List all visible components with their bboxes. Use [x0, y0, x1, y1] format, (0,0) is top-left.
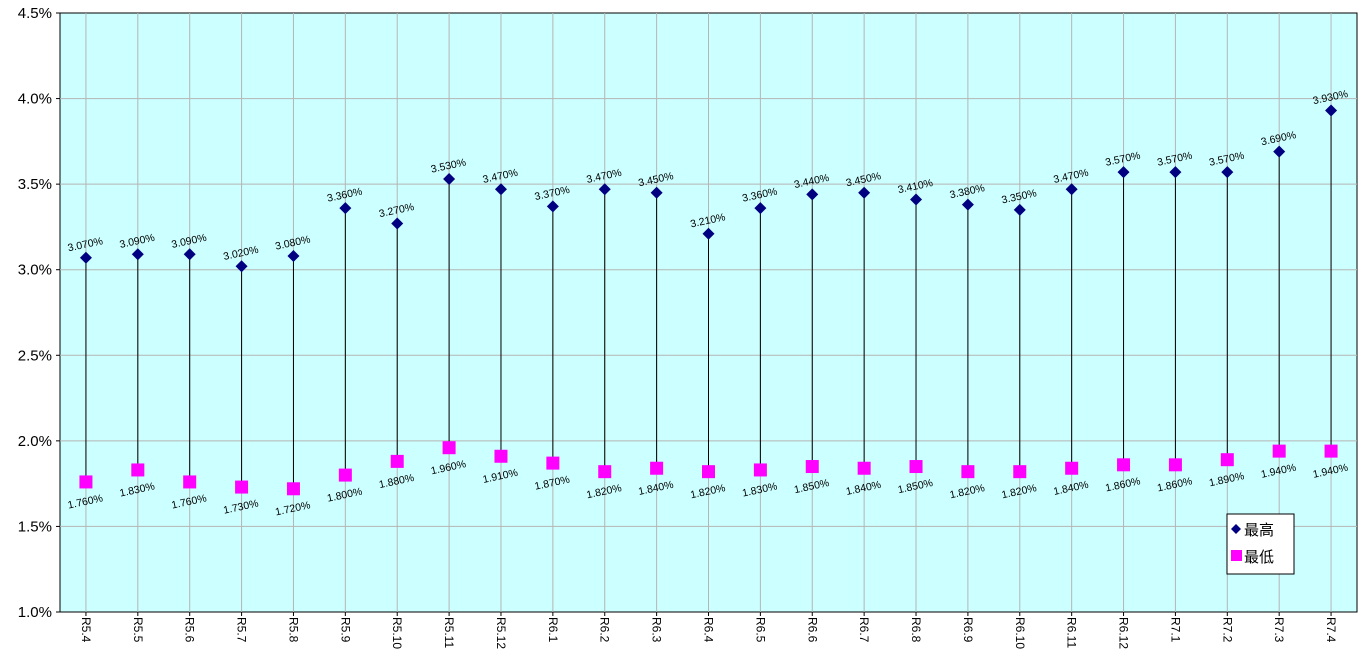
x-tick-label: R6.10 [1013, 617, 1027, 649]
x-tick-label: R6.2 [598, 617, 612, 643]
x-tick-label: R6.8 [909, 617, 923, 643]
high-low-lines [85, 110, 1332, 489]
x-tick-label: R7.2 [1220, 617, 1234, 643]
x-tick-label: R7.3 [1272, 617, 1286, 643]
high-marker [1117, 166, 1130, 179]
high-marker [598, 183, 611, 196]
legend-high-marker [1231, 524, 1241, 534]
low-marker [79, 475, 93, 489]
x-tick-label: R6.12 [1117, 617, 1131, 649]
x-tick-label: R5.4 [79, 617, 93, 643]
x-axis: R5.4 R5.5 R5.6 R5.7 R5.8 R5.9 R5.10 R5.11 R5.12 R… [79, 612, 1338, 649]
y-tick-label: 1.0% [18, 604, 52, 621]
low-marker [805, 460, 819, 474]
x-tick-label: R7.1 [1168, 617, 1182, 643]
x-tick-label: R5.10 [390, 617, 404, 649]
y-tick-label: 3.0% [18, 262, 52, 279]
y-tick-label: 2.5% [18, 347, 52, 364]
x-tick-label: R5.11 [442, 617, 456, 648]
high-marker [858, 186, 871, 199]
legend-high-label: 最高 [1244, 522, 1274, 539]
x-tick-label: R6.9 [961, 617, 975, 643]
low-marker [1117, 458, 1131, 472]
low-marker [1013, 465, 1027, 479]
low-marker [598, 465, 612, 479]
high-marker [235, 260, 248, 273]
x-tick-label: R5.8 [286, 617, 300, 643]
x-tick-label: R5.12 [494, 617, 508, 649]
high-marker [754, 202, 767, 215]
x-tick-label: R7.4 [1324, 617, 1338, 643]
x-tick-label: R5.7 [235, 617, 249, 643]
low-marker [131, 463, 145, 477]
low-marker [961, 465, 975, 479]
legend-low-marker [1231, 550, 1242, 561]
low-marker [1168, 458, 1182, 472]
x-tick-label: R6.5 [753, 617, 767, 643]
high-marker [339, 202, 352, 215]
high-marker [1169, 166, 1182, 179]
low-marker [1272, 444, 1286, 458]
low-marker [235, 480, 249, 494]
high-marker [650, 186, 663, 199]
high-marker [702, 227, 715, 240]
x-tick-label: R6.1 [546, 617, 560, 643]
legend-low-label: 最低 [1244, 549, 1274, 566]
y-axis: 1.0% 1.5% 2.0% 2.5% 3.0% 3.5% 4.0% 4.5% [18, 5, 60, 621]
y-tick-label: 4.0% [18, 91, 52, 108]
high-marker [131, 248, 144, 261]
high-marker [183, 248, 196, 261]
low-marker [442, 441, 456, 455]
high-marker [443, 173, 456, 186]
y-tick-label: 1.5% [18, 518, 52, 535]
high-marker [546, 200, 559, 213]
high-marker [1273, 145, 1286, 158]
y-tick-label: 3.5% [18, 176, 52, 193]
low-marker [1220, 453, 1234, 467]
high-marker [1325, 104, 1338, 117]
low-marker [183, 475, 197, 489]
low-marker [857, 461, 871, 475]
high-marker [494, 183, 507, 196]
high-marker [806, 188, 819, 201]
high-marker [1221, 166, 1234, 179]
high-marker [79, 251, 92, 264]
x-tick-label: R6.3 [650, 617, 664, 643]
low-marker [546, 456, 560, 470]
high-marker [1013, 203, 1026, 216]
low-marker [1065, 461, 1079, 475]
high-marker [1065, 183, 1078, 196]
high-marker [910, 193, 923, 206]
high-marker [391, 217, 404, 230]
low-marker [753, 463, 767, 477]
low-marker [702, 465, 715, 479]
low-marker [494, 449, 508, 463]
low-marker [909, 460, 923, 474]
x-tick-label: R5.5 [131, 617, 145, 643]
x-tick-label: R6.6 [805, 617, 819, 643]
x-tick-label: R5.6 [183, 617, 197, 643]
low-marker [1324, 444, 1338, 458]
high-marker [287, 250, 300, 263]
low-marker [286, 482, 300, 496]
low-marker [338, 468, 352, 482]
y-tick-label: 2.0% [18, 433, 52, 450]
high-marker [961, 198, 974, 211]
y-tick-label: 4.5% [18, 5, 52, 22]
markers [79, 104, 1338, 496]
legend-box [1226, 513, 1295, 575]
x-tick-label: R6.7 [857, 617, 871, 643]
x-tick-label: R6.4 [702, 617, 716, 643]
x-tick-label: R5.9 [338, 617, 352, 643]
low-marker [390, 454, 404, 468]
x-tick-label: R6.11 [1065, 617, 1079, 648]
low-marker [650, 461, 664, 475]
